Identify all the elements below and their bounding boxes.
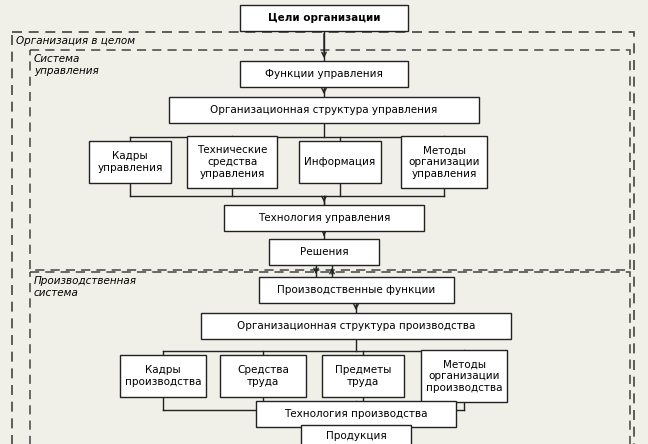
Text: Предметы
труда: Предметы труда — [335, 365, 391, 387]
Bar — [421, 350, 507, 402]
Text: Технология управления: Технология управления — [258, 213, 390, 223]
Bar — [401, 136, 487, 188]
Bar — [269, 239, 379, 265]
Bar — [30, 50, 630, 270]
Bar — [259, 277, 454, 303]
Text: Производственная
система: Производственная система — [34, 276, 137, 297]
Text: Кадры
производства: Кадры производства — [125, 365, 202, 387]
Bar — [169, 97, 479, 123]
Text: Средства
труда: Средства труда — [237, 365, 289, 387]
Bar — [120, 355, 206, 397]
Text: Методы
организации
управления: Методы организации управления — [408, 145, 480, 178]
Bar — [240, 61, 408, 87]
Text: Решения: Решения — [299, 247, 349, 257]
Bar — [89, 141, 171, 183]
Text: Организационная структура управления: Организационная структура управления — [211, 105, 437, 115]
Bar — [299, 141, 381, 183]
Bar — [30, 272, 630, 444]
Text: Организация в целом: Организация в целом — [16, 36, 135, 46]
Text: Производственные функции: Производственные функции — [277, 285, 435, 295]
Text: Кадры
управления: Кадры управления — [97, 151, 163, 173]
Text: Методы
организации
производства: Методы организации производства — [426, 359, 502, 392]
Text: Продукция: Продукция — [326, 431, 386, 441]
Text: Технические
средства
управления: Технические средства управления — [197, 145, 267, 178]
Bar — [322, 355, 404, 397]
Bar — [220, 355, 306, 397]
Bar — [256, 401, 456, 427]
Text: Функции управления: Функции управления — [265, 69, 383, 79]
Bar — [224, 205, 424, 231]
Bar — [201, 313, 511, 339]
Text: Система
управления: Система управления — [34, 54, 98, 75]
Bar — [240, 5, 408, 31]
Bar — [187, 136, 277, 188]
Text: Информация: Информация — [305, 157, 376, 167]
Text: Цели организации: Цели организации — [268, 13, 380, 23]
Text: Технология производства: Технология производства — [284, 409, 428, 419]
Text: Организационная структура производства: Организационная структура производства — [237, 321, 475, 331]
Bar — [301, 425, 411, 444]
